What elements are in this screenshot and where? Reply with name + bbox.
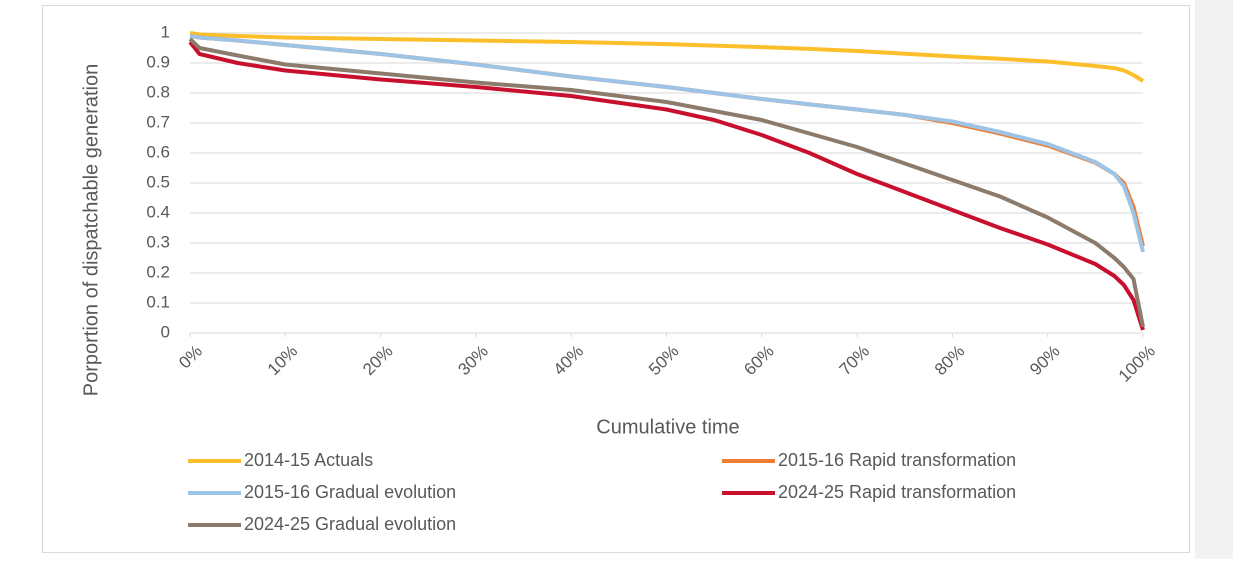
legend-label: 2015-16 Rapid transformation (778, 450, 1016, 470)
line-series (189, 31, 1145, 83)
y-tick-label: 1 (161, 22, 170, 41)
y-tick-label: 0.2 (146, 262, 170, 281)
y-tick-label: 0.8 (146, 82, 170, 101)
line-series (189, 34, 1145, 253)
y-axis-title: Porportion of dispatchable generation (80, 64, 102, 396)
y-tick-label: 0.3 (146, 232, 170, 251)
y-tick-label: 0 (161, 322, 170, 341)
y-tick-label: 0.9 (146, 52, 170, 71)
line-series (188, 37, 1145, 328)
y-tick-label: 0.4 (146, 202, 170, 221)
y-tick-label: 0.7 (146, 112, 170, 131)
chart-frame (42, 5, 1190, 553)
x-axis-title: Cumulative time (596, 416, 739, 438)
legend-label: 2014-15 Actuals (244, 450, 373, 470)
legend-label: 2024-25 Gradual evolution (244, 514, 456, 534)
side-strip (1195, 0, 1233, 559)
legend-label: 2024-25 Rapid transformation (778, 482, 1016, 502)
y-tick-label: 0.6 (146, 142, 170, 161)
y-tick-label: 0.5 (146, 172, 170, 191)
y-tick-label: 0.1 (146, 292, 170, 311)
line-series (188, 40, 1145, 331)
legend-label: 2015-16 Gradual evolution (244, 482, 456, 502)
